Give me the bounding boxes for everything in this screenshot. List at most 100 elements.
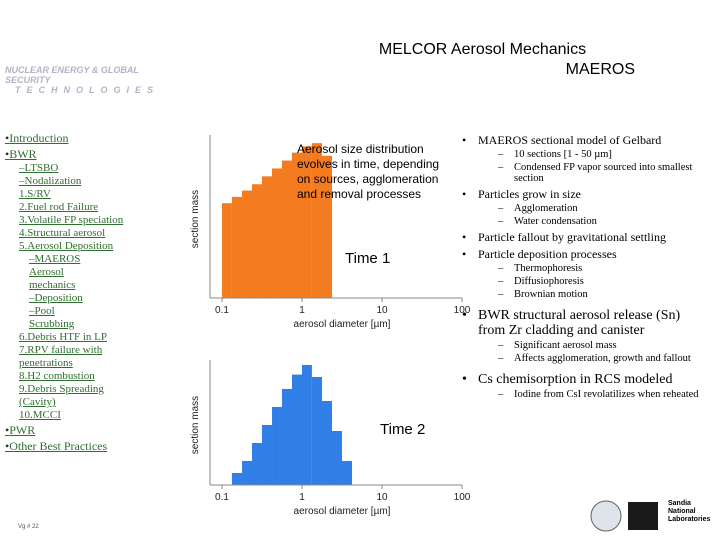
sub-bullet: Iodine from CsI revolatilizes when rehea… — [462, 389, 702, 400]
bullet: BWR structural aerosol release (Sn) from… — [462, 308, 702, 338]
nav-link[interactable]: PWR — [5, 423, 35, 437]
nav-item: 8.H2 combustion — [19, 370, 125, 383]
y-axis-label: section mass — [190, 396, 201, 454]
annotation: Aerosol size distribution evolves in tim… — [297, 142, 440, 201]
x-tick-label: 100 — [454, 305, 471, 316]
x-tick-label: 10 — [376, 305, 388, 316]
logo-text: NUCLEAR ENERGY & GLOBAL SECURITY — [5, 65, 139, 85]
nav-link[interactable]: 6.Debris HTF in LP — [19, 331, 107, 343]
title: MELCOR Aerosol Mechanics — [378, 41, 587, 58]
bar — [302, 146, 312, 298]
bar — [311, 143, 323, 298]
nav-link[interactable]: –Pool Scrubbing — [29, 305, 75, 330]
nav-item: –MAEROS Aerosol mechanics — [29, 253, 99, 292]
x-tick-label: 10 — [376, 492, 388, 503]
sub-bullet: Brownian motion — [462, 289, 702, 300]
nav-item: –LTSBO — [19, 162, 125, 175]
nav-item: 2.Fuel rod Failure — [19, 201, 125, 214]
x-tick-label: 1 — [299, 305, 305, 316]
sub-bullet: Agglomeration — [462, 203, 702, 214]
bar — [222, 203, 232, 298]
x-axis-label: aerosol diameter [µm] — [294, 319, 391, 330]
bar — [322, 401, 332, 485]
bullet: Particles grow in size — [462, 188, 702, 202]
logo: NUCLEAR ENERGY & GLOBAL SECURITY TECHNOLO… — [5, 65, 155, 95]
bar — [302, 365, 312, 485]
nav-item: Other Best Practices — [5, 439, 125, 454]
subtitle: MAEROS — [565, 61, 635, 78]
sub-bullet: Thermophoresis — [462, 263, 702, 274]
title-block: MELCOR Aerosol Mechanics MAEROS — [330, 40, 635, 80]
nav-link[interactable]: 9.Debris Spreading (Cavity) — [19, 383, 104, 408]
nav-item: 1.S/RV — [19, 188, 125, 201]
org-name: Sandia National Laboratories — [668, 500, 711, 523]
bar — [292, 374, 302, 485]
annotation: Time 2 — [380, 421, 426, 438]
nav-link[interactable]: 7.RPV failure with penetrations — [19, 344, 103, 369]
bar — [281, 160, 293, 298]
nav-item: 9.Debris Spreading (Cavity) — [19, 383, 125, 409]
sub-bullet: Condensed FP vapor sourced into smallest… — [462, 162, 702, 184]
nav-link[interactable]: –Nodalization — [19, 175, 82, 187]
x-tick-label: 100 — [454, 492, 471, 503]
sub-bullet: 10 sections [1 - 50 µm] — [462, 149, 702, 160]
nav-link[interactable]: –LTSBO — [19, 162, 59, 174]
nav-link[interactable]: 1.S/RV — [19, 188, 51, 200]
nav-item: 10.MCCI — [19, 409, 125, 422]
bar — [281, 389, 293, 485]
nav-item: 4.Structural aerosol — [19, 227, 125, 240]
bar — [242, 190, 252, 298]
logo-subtext: TECHNOLOGIES — [15, 85, 160, 95]
sub-bullet: Significant aerosol mass — [462, 340, 702, 351]
nav-list: –LTSBO –Nodalization 1.S/RV 2.Fuel rod Fail… — [19, 162, 125, 422]
bullet: Cs chemisorption in RCS modeled — [462, 372, 702, 387]
bar — [272, 407, 282, 485]
nav-list: –MAEROS Aerosol mechanics –Deposition –Poo… — [29, 253, 99, 331]
bar — [311, 377, 323, 485]
x-axis-label: aerosol diameter [µm] — [294, 506, 391, 517]
bar — [272, 168, 282, 298]
bar — [341, 461, 353, 485]
seals — [590, 500, 658, 532]
bar — [261, 425, 273, 485]
x-tick-label: 1 — [299, 492, 305, 503]
bar — [322, 155, 332, 298]
nav-item: –Deposition — [29, 292, 99, 305]
x-tick-label: 0.1 — [215, 305, 229, 316]
bar — [251, 443, 262, 485]
page-number: Vg # 22 — [18, 524, 39, 530]
bullets: MAEROS sectional model of Gelbard10 sect… — [462, 130, 702, 401]
annotation: Time 1 — [345, 250, 391, 267]
nav-link[interactable]: 3.Volatile FP speciation — [19, 214, 124, 226]
nav-link[interactable]: 2.Fuel rod Failure — [19, 201, 99, 213]
y-axis-label: section mass — [190, 190, 201, 248]
nav-item: PWR — [5, 423, 125, 438]
bar — [242, 461, 252, 485]
nav-link[interactable]: 5.Aerosol Deposition — [19, 240, 114, 252]
nav-link[interactable]: 8.H2 combustion — [19, 370, 95, 382]
sub-bullet: Affects agglomeration, growth and fallou… — [462, 353, 702, 364]
bar — [292, 152, 302, 298]
nav-link[interactable]: Other Best Practices — [5, 439, 107, 453]
nav-link[interactable]: Introduction — [5, 131, 69, 145]
nav-item: Introduction — [5, 131, 125, 146]
nav-item: 3.Volatile FP speciation — [19, 214, 125, 227]
bar — [261, 176, 273, 298]
nav-item: –Pool Scrubbing — [29, 305, 99, 331]
nav-item: 6.Debris HTF in LP — [19, 331, 125, 344]
nav-link[interactable]: –Deposition — [29, 292, 83, 304]
nav-item: –Nodalization — [19, 175, 125, 188]
sub-bullet: Diffusiophoresis — [462, 276, 702, 287]
nav-link[interactable]: BWR — [5, 147, 37, 161]
nav-link[interactable]: –MAEROS Aerosol mechanics — [29, 253, 81, 291]
nav-link[interactable]: 10.MCCI — [19, 409, 61, 421]
bar — [331, 431, 342, 485]
nav-link[interactable]: 4.Structural aerosol — [19, 227, 106, 239]
bullet: Particle deposition processes — [462, 248, 702, 262]
bar — [251, 184, 262, 298]
bar — [231, 196, 243, 298]
nav-list: Introduction BWR–LTSBO–Nodalization1.S/RV… — [5, 131, 125, 454]
nav-item: 7.RPV failure with penetrations — [19, 344, 125, 370]
